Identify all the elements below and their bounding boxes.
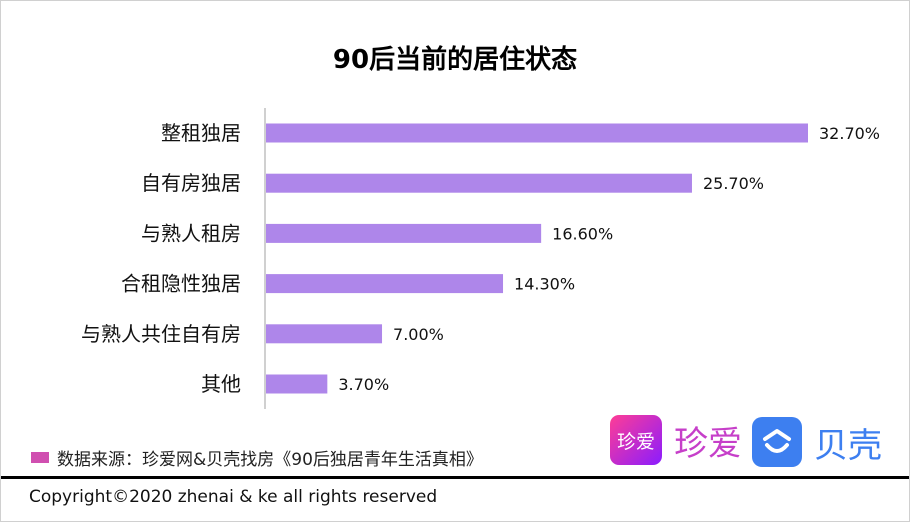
data-label: 16.60% <box>552 224 613 243</box>
source-note: 数据来源：珍爱网&贝壳找房《90后独居青年生活真相》 <box>31 445 483 470</box>
bar <box>266 223 542 243</box>
zhenai-logo-text: 珍爱 <box>674 423 742 464</box>
bar <box>266 374 328 394</box>
beike-logo: 贝壳 <box>752 417 882 467</box>
data-label: 14.30% <box>514 275 575 294</box>
category-label: 自有房独居 <box>141 171 241 195</box>
bar <box>266 274 504 294</box>
data-label: 3.70% <box>338 375 389 394</box>
beike-logo-icon <box>752 417 802 467</box>
source-text: 数据来源：珍爱网&贝壳找房《90后独居青年生活真相》 <box>57 450 483 470</box>
beike-logo-text: 贝壳 <box>814 425 882 466</box>
bar <box>266 173 692 193</box>
chart-title: 90后当前的居住状态 <box>332 45 578 75</box>
category-label: 与熟人共住自有房 <box>81 322 241 346</box>
copyright: Copyright©2020 zhenai & ke all rights re… <box>29 487 438 507</box>
data-label: 25.70% <box>703 174 764 193</box>
zhenai-logo: 珍爱 珍爱 <box>610 415 742 465</box>
data-label: 7.00% <box>393 325 444 344</box>
category-label: 与熟人租房 <box>141 221 241 245</box>
category-label: 整租独居 <box>161 121 241 145</box>
source-swatch <box>31 452 49 463</box>
zhenai-logo-icon: 珍爱 <box>610 415 662 465</box>
bar-chart: 整租独居 32.70% 自有房独居 25.70% 与熟人租房 16.60% 合租隐性独居 14… <box>81 108 880 409</box>
data-label: 32.70% <box>819 124 880 143</box>
bar <box>266 123 808 143</box>
footer-divider <box>1 476 909 479</box>
zhenai-logo-box-text: 珍爱 <box>616 430 655 453</box>
category-label: 合租隐性独居 <box>121 272 241 296</box>
category-label: 其他 <box>201 372 241 396</box>
bar <box>266 324 383 344</box>
